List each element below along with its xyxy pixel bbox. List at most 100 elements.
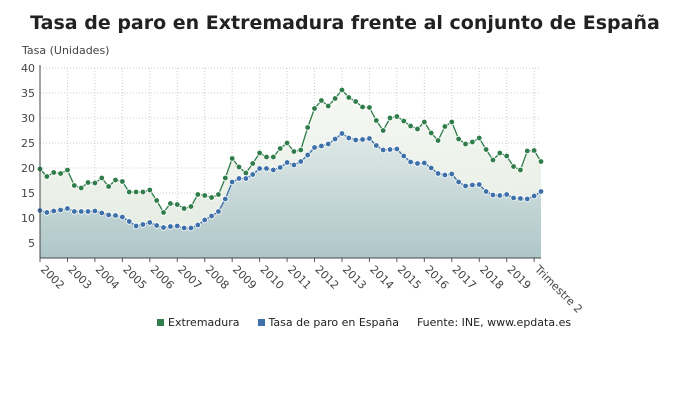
data-point-extremadura [91,179,99,187]
data-point-espana [187,224,195,232]
x-tick-label: 2019 [505,263,534,292]
data-point-espana [201,216,208,224]
data-point-extremadura [215,191,222,198]
data-point-espana [386,146,394,153]
data-point-extremadura [510,163,517,170]
x-tick-label: 2009 [230,263,259,292]
y-tick-label: 35 [21,87,35,100]
data-point-extremadura [482,146,490,153]
data-point-espana [84,208,92,215]
data-point-extremadura [338,86,346,94]
data-point-espana [304,151,311,159]
data-point-espana [448,170,455,178]
data-point-extremadura [98,174,105,182]
data-point-espana [338,130,346,137]
source-text: Fuente: INE, www.epdata.es [416,316,572,329]
data-point-extremadura [537,158,545,165]
data-point-extremadura [263,153,270,161]
data-point-extremadura [64,166,71,174]
data-point-extremadura [331,95,339,102]
data-point-espana [105,211,112,219]
data-point-espana [311,144,318,151]
data-point-espana [180,224,188,232]
x-tick-label: 2007 [175,263,204,292]
data-point-espana [43,209,51,216]
data-point-extremadura [194,191,202,198]
data-point-espana [455,178,462,186]
data-point-extremadura [283,139,291,147]
legend-label: Tasa de paro en España [268,316,399,329]
data-point-espana [263,165,270,172]
legend-item-espana[interactable]: Tasa de paro en España [257,316,399,329]
data-point-extremadura [304,124,311,131]
data-point-espana [64,205,71,212]
data-point-espana [427,164,435,172]
data-point-espana [283,159,291,166]
x-tick-label: 2008 [203,263,232,292]
x-tick-label: 2010 [257,263,286,292]
data-point-espana [325,140,332,148]
data-point-espana [119,213,126,221]
data-point-espana [160,224,167,231]
data-point-extremadura [112,176,119,184]
data-point-extremadura [222,174,229,182]
data-point-extremadura [524,147,531,155]
data-point-espana [98,209,105,217]
data-point-espana [318,142,325,150]
data-point-espana [249,171,256,178]
data-point-extremadura [496,149,504,157]
data-point-extremadura [71,182,78,189]
data-point-espana [366,135,373,142]
data-point-espana [393,145,401,153]
data-point-espana [50,207,57,215]
data-point-espana [530,192,538,200]
data-point-extremadura [146,186,154,194]
data-point-espana [297,158,304,165]
y-tick-label: 40 [21,62,35,75]
data-point-extremadura [153,197,160,204]
data-point-extremadura [119,178,126,185]
data-point-extremadura [325,102,332,110]
data-point-espana [215,208,222,215]
data-point-espana [91,207,99,215]
data-point-extremadura [160,209,167,216]
legend-label: Extremadura [168,316,240,329]
data-point-espana [414,160,421,167]
data-point-extremadura [242,169,250,177]
x-tick-label: 2011 [285,263,314,292]
x-tick-label: 2002 [38,263,67,292]
data-point-extremadura [180,205,188,212]
x-tick-label: 2015 [395,263,424,292]
data-point-extremadura [441,123,449,130]
data-point-extremadura [84,179,92,186]
data-point-extremadura [50,169,57,176]
chart-title: Tasa de paro en Extremadura frente al co… [30,12,660,34]
data-point-espana [496,192,504,199]
x-tick-label: 2005 [120,263,149,292]
data-point-espana [373,142,380,149]
x-tick-label: 2018 [477,263,506,292]
data-point-espana [174,222,181,230]
data-point-espana [112,212,119,219]
data-point-extremadura [228,155,236,162]
data-point-extremadura [132,188,140,196]
data-point-extremadura [462,140,469,148]
x-tick-label: 2013 [340,263,369,292]
legend-item-extremadura[interactable]: Extremadura [157,316,240,329]
data-point-extremadura [187,203,195,210]
x-tick-label: 2012 [312,263,341,292]
data-point-extremadura [530,147,538,154]
data-point-extremadura [373,117,380,124]
data-point-espana [270,166,277,174]
x-tick-label: 2017 [450,263,479,292]
y-tick-label: 15 [21,187,35,200]
y-tick-label: 30 [21,112,35,125]
data-point-extremadura [290,148,298,155]
data-point-extremadura [105,183,112,190]
data-point-espana [462,182,469,190]
data-point-extremadura [77,184,85,192]
data-point-espana [290,161,298,169]
data-point-espana [77,208,85,215]
data-point-espana [208,212,215,220]
